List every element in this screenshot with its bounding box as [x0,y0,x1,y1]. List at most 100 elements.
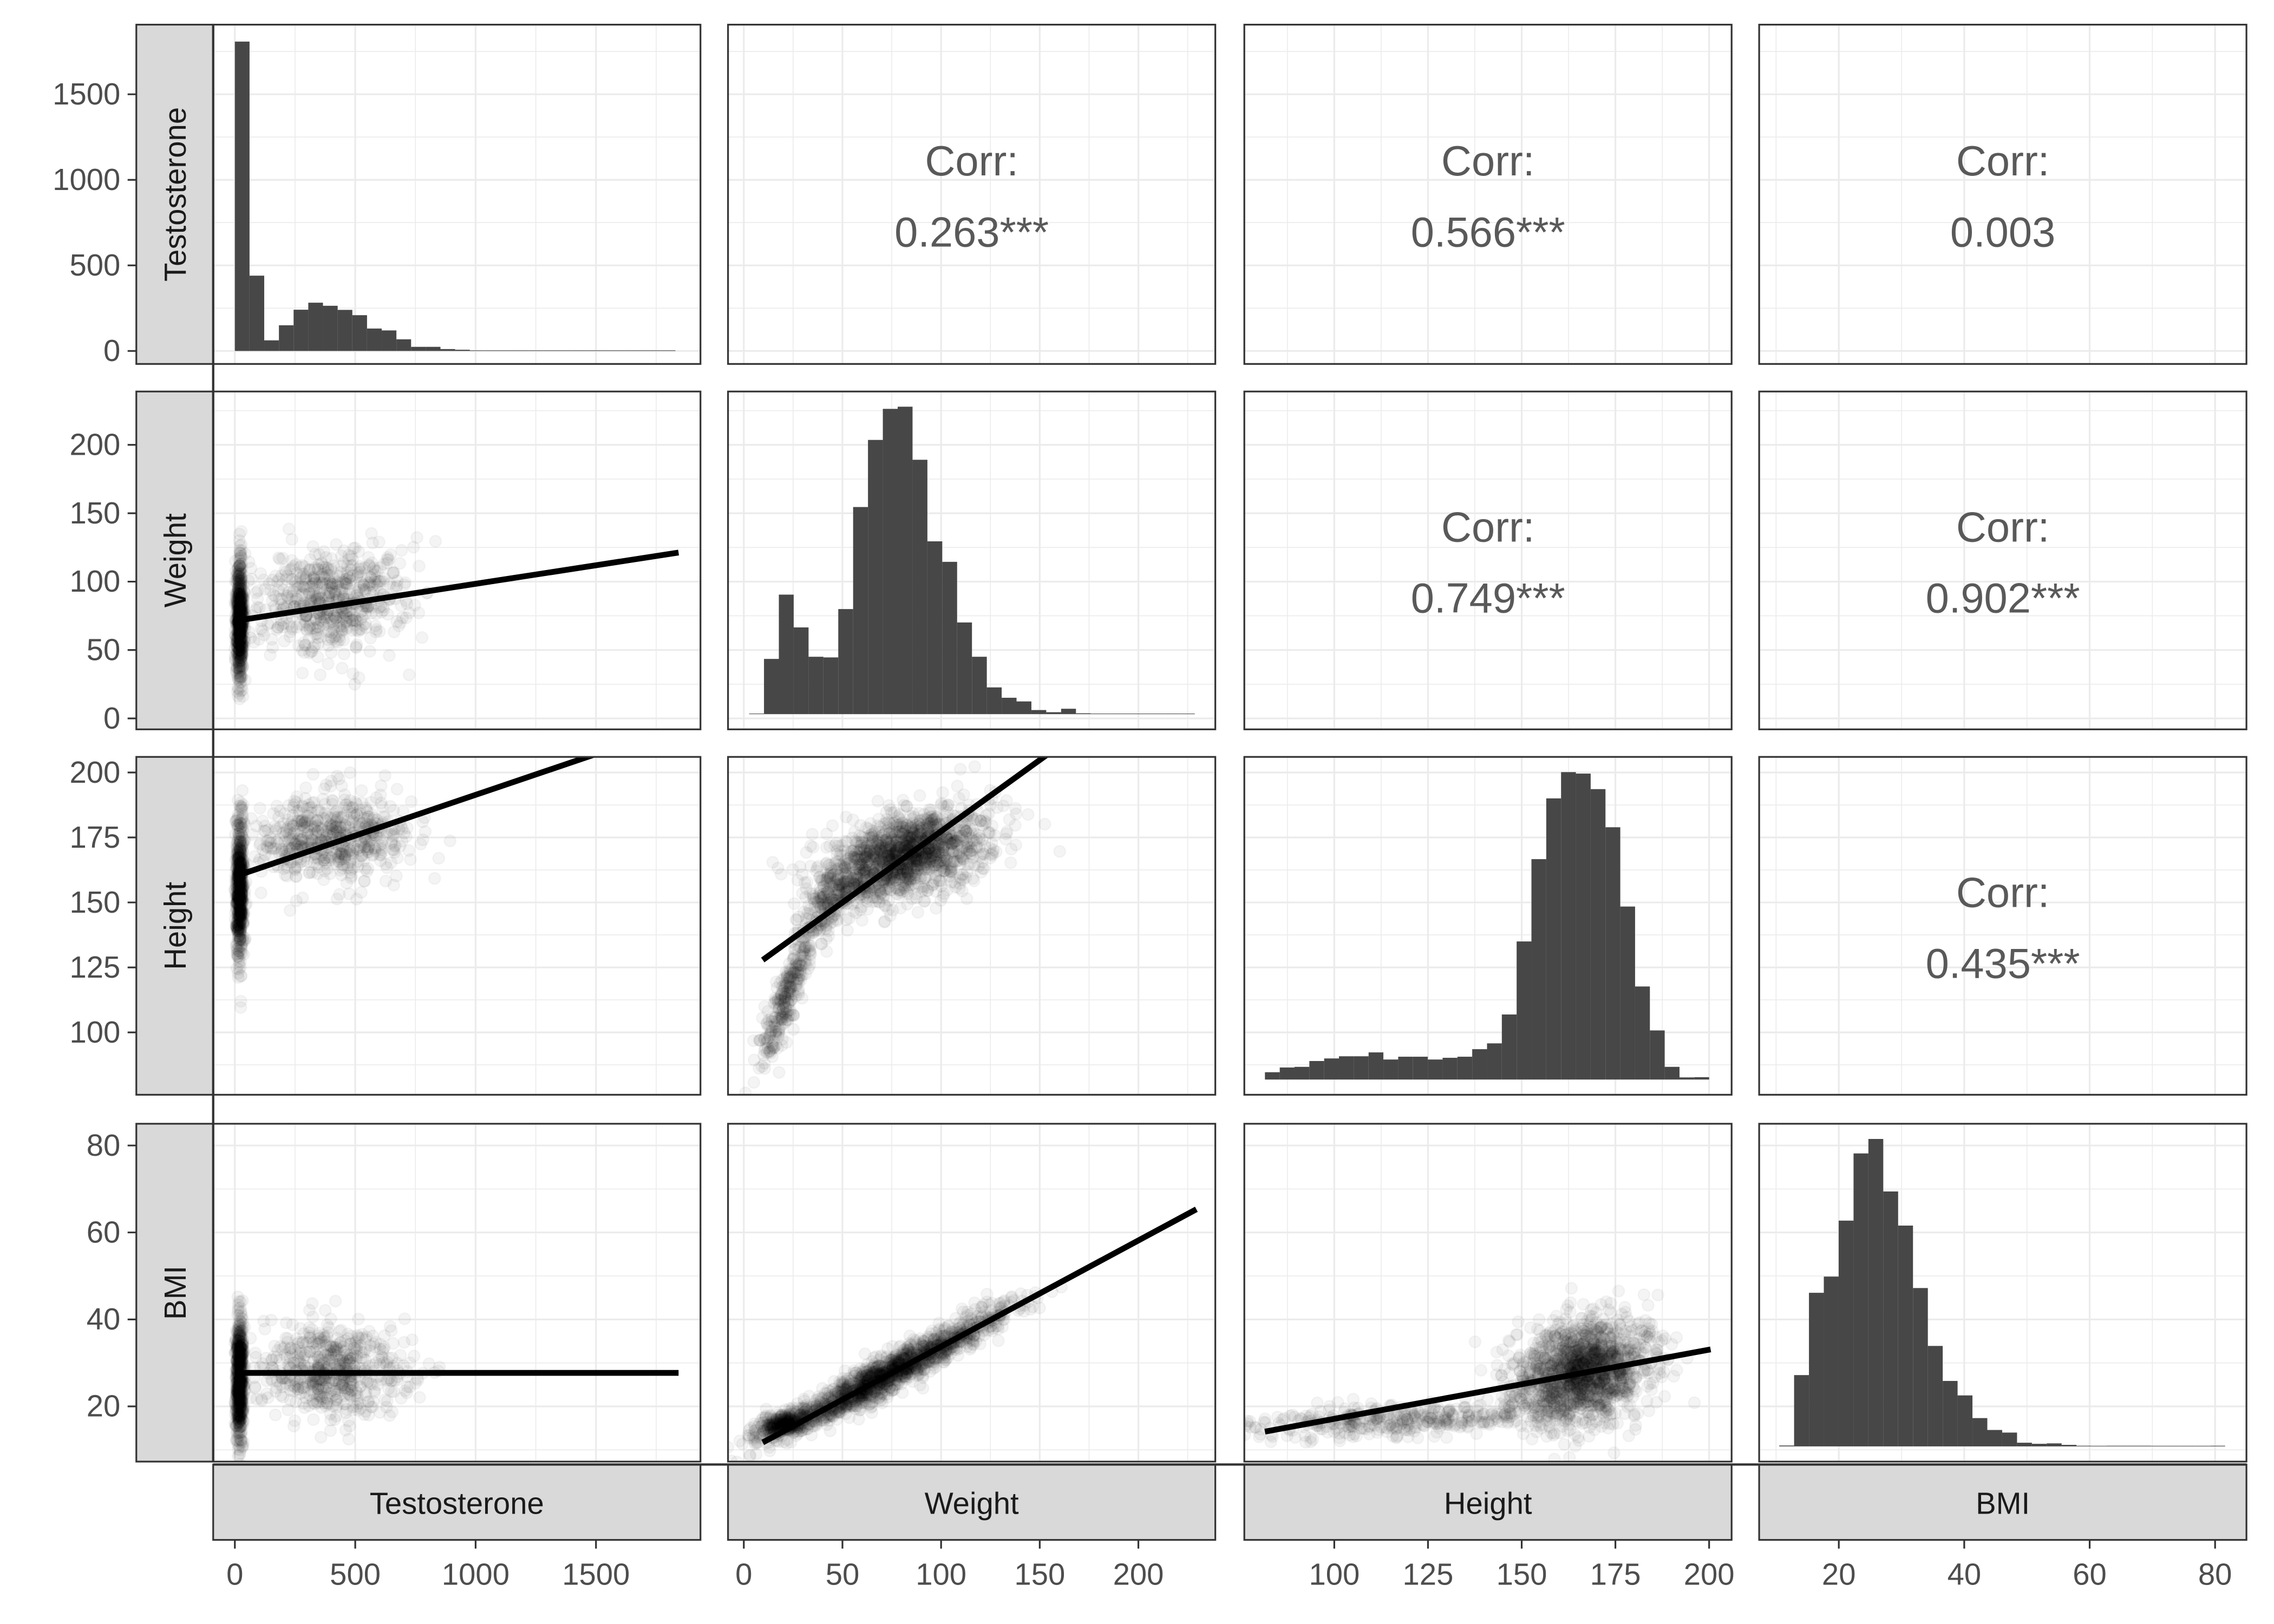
scatter-point [232,951,244,962]
regression-line [234,549,679,624]
scatter-point [232,647,244,659]
scatter-point [306,622,318,634]
scatter-point [236,831,249,843]
scatter-point [232,606,244,618]
scatter-point [310,577,322,588]
scatter-point [234,844,247,856]
scatter-point [231,879,243,891]
scatter-point [232,950,244,962]
scatter-point [231,855,243,868]
scatter-point [378,558,390,570]
scatter-point [356,569,368,581]
scatter-point [231,577,243,588]
scatter-point [234,651,246,663]
scatter-point [232,595,244,607]
scatter-point [370,607,382,620]
scatter-point [342,859,354,872]
scatter-point [232,892,244,905]
scatter-point [385,837,397,849]
scatter-point [284,631,296,643]
scatter-point [322,619,335,631]
histogram-bar [279,325,294,351]
scatter-point [341,566,353,578]
scatter-point [407,541,420,553]
scatter-point [337,556,350,568]
scatter-point [286,623,298,635]
scatter-point [368,561,380,574]
scatter-point [235,624,247,637]
scatter-point [317,608,330,620]
histogram-bar [1150,713,1165,715]
scatter-point [351,615,363,627]
scatter-point [391,783,403,795]
scatter-point [232,603,244,615]
scatter-point [231,849,243,861]
scatter-point [299,639,311,651]
scatter-point [358,875,371,887]
panel-weight-vs-bmi [1759,391,2247,730]
scatter-point [236,586,247,599]
scatter-point [316,558,328,569]
histogram-bar [853,507,868,715]
scatter-point [233,923,245,935]
panel-background [728,24,1216,364]
scatter-point [340,616,352,628]
histogram-bar [558,350,573,351]
scatter-point [358,562,371,574]
scatter-point [740,1087,752,1095]
scatter-point [316,615,328,628]
scatter-point [368,586,380,598]
scatter-point [375,780,387,792]
scatter-point [236,876,247,888]
scatter-point [233,906,245,918]
scatter-point [233,663,245,675]
scatter-point [234,876,246,888]
scatter-point [237,934,249,946]
scatter-point [232,880,245,892]
scatter-point [231,896,243,908]
scatter-point [252,585,264,597]
scatter-point [234,672,246,684]
scatter-point [231,648,243,660]
scatter-point [340,578,352,590]
scatter-point [234,594,246,606]
scatter-point [232,621,244,633]
scatter-point [236,632,247,644]
scatter-point [350,590,363,602]
scatter-point [233,879,245,892]
scatter-point [378,573,391,585]
scatter-point [234,566,246,578]
scatter-point [233,601,246,613]
scatter-point [232,853,244,865]
scatter-point [234,584,247,595]
scatter-point [356,611,368,623]
scatter-point [820,841,833,854]
scatter-point [309,595,321,607]
scatter-point [238,603,250,615]
scatter-point [233,564,245,577]
scatter-point [286,590,298,602]
scatter-point [313,577,326,588]
scatter-point [232,915,244,928]
histogram-bar [1605,827,1620,1080]
scatter-point [269,590,282,603]
scatter-point [234,634,246,647]
scatter-point [236,650,248,662]
scatter-point [306,575,319,587]
histogram-bar [1501,1014,1517,1080]
scatter-point [394,617,407,629]
scatter-point [326,576,339,588]
scatter-point [235,545,247,556]
scatter-point [341,569,353,582]
scatter-point [313,571,325,583]
scatter-point [234,885,246,897]
scatter-point [355,614,367,626]
scatter-point [393,620,405,632]
histogram-bar [1413,1057,1428,1080]
scatter-point [233,648,245,660]
histogram-bar [957,622,972,715]
histogram-bar [426,346,441,351]
scatter-point [234,911,246,922]
scatter-point [235,855,247,867]
scatter-point [233,883,245,895]
